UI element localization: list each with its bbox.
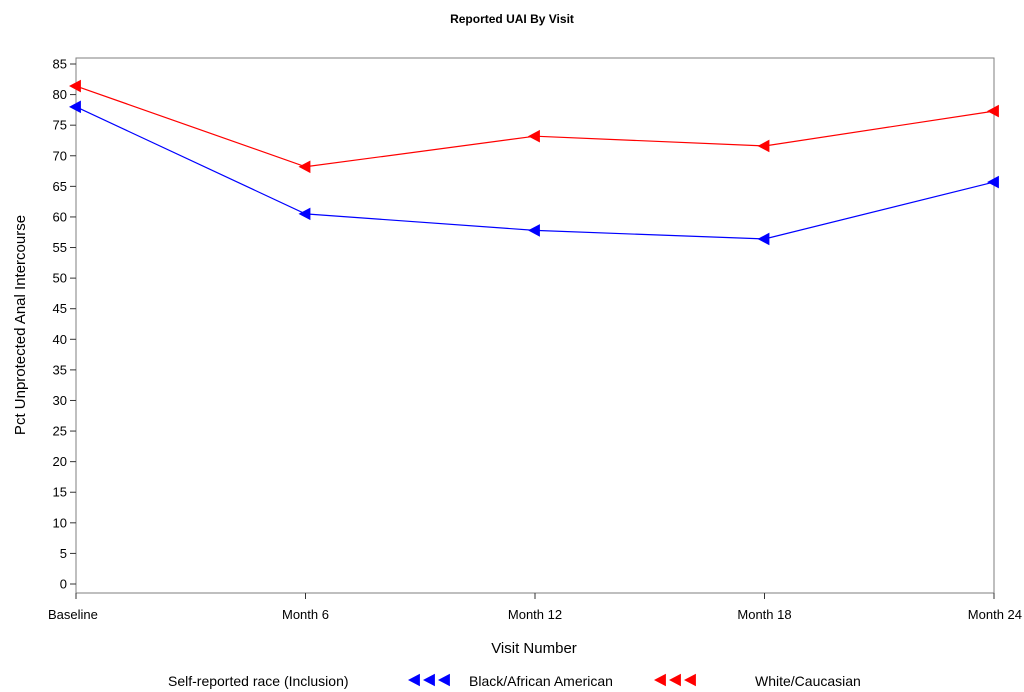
x-tick-label: Month 6 — [282, 607, 329, 622]
data-point — [298, 207, 311, 221]
y-axis-label: Pct Unprotected Anal Intercourse — [12, 215, 29, 435]
x-tick-label: Month 24 — [968, 607, 1022, 622]
legend-marker — [423, 673, 435, 687]
y-tick-label: 50 — [53, 271, 67, 286]
y-tick-label: 35 — [53, 362, 67, 377]
legend-marker — [408, 673, 420, 687]
data-point — [69, 79, 81, 93]
x-tick-label: Month 12 — [508, 607, 562, 622]
x-tick-label: Month 18 — [737, 607, 791, 622]
legend-marker — [654, 673, 666, 687]
series-line — [75, 85, 995, 168]
y-tick-label: 30 — [53, 393, 67, 408]
series-line — [75, 106, 995, 240]
series-1 — [69, 100, 999, 246]
y-tick-label: 65 — [53, 179, 67, 194]
y-tick-label: 85 — [53, 57, 67, 72]
series-layer — [69, 79, 999, 246]
y-tick-label: 10 — [53, 515, 67, 530]
y-tick-label: 0 — [60, 577, 67, 592]
legend-title: Self-reported race (Inclusion) — [168, 673, 349, 689]
data-point — [757, 232, 770, 246]
legend: Self-reported race (Inclusion) Black/Afr… — [168, 673, 861, 689]
y-tick-label: 80 — [53, 87, 67, 102]
y-tick-label: 40 — [53, 332, 67, 347]
legend-marker — [684, 673, 696, 687]
legend-label: White/Caucasian — [755, 673, 861, 689]
y-tick-label: 55 — [53, 240, 67, 255]
y-tick-label: 60 — [53, 209, 67, 224]
legend-item: Black/African American — [408, 673, 613, 689]
data-point — [987, 175, 999, 189]
y-tick-label: 70 — [53, 148, 67, 163]
data-point — [69, 100, 81, 114]
y-tick-label: 45 — [53, 301, 67, 316]
legend-item: White/Caucasian — [654, 673, 861, 689]
y-tick-label: 25 — [53, 424, 67, 439]
data-point — [298, 160, 311, 174]
legend-label: Black/African American — [469, 673, 613, 689]
x-axis: Baseline Month 6 Month 12 Month 18 Month 24 — [48, 593, 1022, 622]
y-tick-label: 5 — [60, 546, 67, 561]
series-2 — [69, 79, 999, 174]
y-tick-label: 15 — [53, 485, 67, 500]
legend-marker — [669, 673, 681, 687]
y-axis: 0 5 10 15 20 25 30 35 40 45 50 55 60 65 70 75 80 85 — [53, 57, 76, 592]
x-tick-label: Baseline — [48, 607, 98, 622]
x-axis-label: Visit Number — [491, 640, 577, 657]
data-point — [987, 104, 999, 118]
y-tick-label: 75 — [53, 118, 67, 133]
y-tick-label: 20 — [53, 454, 67, 469]
chart-title: Reported UAI By Visit — [450, 12, 574, 26]
data-point — [528, 129, 540, 143]
data-point — [528, 224, 540, 237]
data-point — [757, 139, 770, 153]
legend-marker — [438, 673, 450, 687]
